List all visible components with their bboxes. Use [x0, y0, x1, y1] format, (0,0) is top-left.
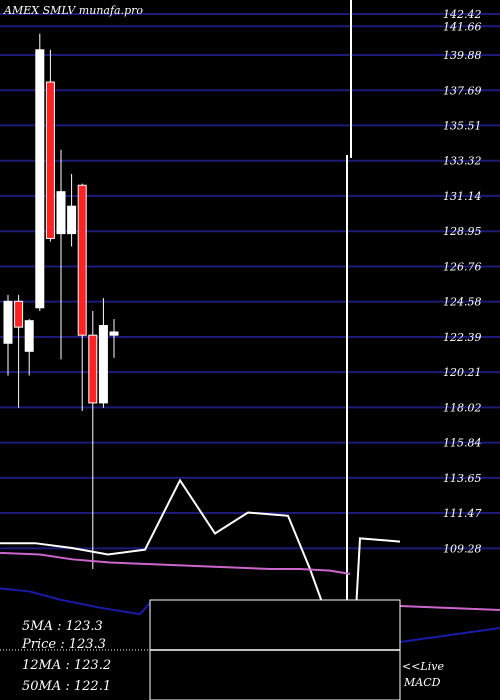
y-tick-label: 141.66: [443, 20, 482, 33]
y-tick-label: 137.69: [443, 84, 482, 97]
legend-12ma: 12MA : 123.2: [22, 658, 111, 673]
legend-50ma: 50MA : 122.1: [22, 679, 111, 694]
candlesticks: [3, 33, 119, 569]
candle-body: [24, 320, 34, 352]
grid-lines: [0, 13, 500, 550]
y-tick-label: 128.95: [443, 225, 482, 238]
y-tick-label: 115.84: [443, 437, 482, 450]
candle-body: [45, 81, 55, 239]
live-label: <<Live: [402, 660, 444, 673]
y-tick-label: 111.47: [443, 507, 482, 520]
ma-blue-right-segment: [399, 627, 500, 643]
y-tick-label: 133.32: [443, 155, 482, 168]
legend-5ma: 5MA : 123.3: [22, 619, 103, 634]
y-tick-label: 142.42: [443, 8, 482, 21]
legend-price: Price : 123.3: [21, 637, 106, 652]
y-tick-label: 118.02: [443, 401, 482, 414]
y-tick-label: 120.21: [443, 366, 482, 379]
candle-body: [35, 49, 45, 309]
macd-label: MACD: [403, 676, 441, 689]
y-tick-label: 139.88: [443, 49, 482, 62]
y-tick-label: 113.65: [443, 472, 482, 485]
candle-body: [109, 331, 119, 336]
candle-body: [98, 325, 108, 404]
ma-pink-line: [0, 551, 351, 575]
ma-blue-line: [0, 587, 151, 616]
y-tick-label: 126.76: [443, 261, 482, 274]
chart-title: AMEX SMLV munafa.pro: [3, 4, 143, 17]
candle-body: [77, 184, 87, 336]
y-tick-label: 122.39: [443, 331, 482, 344]
y-tick-label: 124.58: [443, 296, 482, 309]
candle-body: [14, 300, 24, 328]
candle-body: [3, 300, 13, 344]
y-tick-label: 135.51: [443, 119, 482, 132]
candle-body: [88, 334, 98, 404]
candle-body: [67, 205, 77, 235]
ma-pink-right-segment: [399, 605, 500, 611]
candle-body: [56, 191, 66, 235]
y-tick-label: 109.28: [443, 542, 482, 555]
y-tick-label: 131.14: [443, 190, 482, 203]
